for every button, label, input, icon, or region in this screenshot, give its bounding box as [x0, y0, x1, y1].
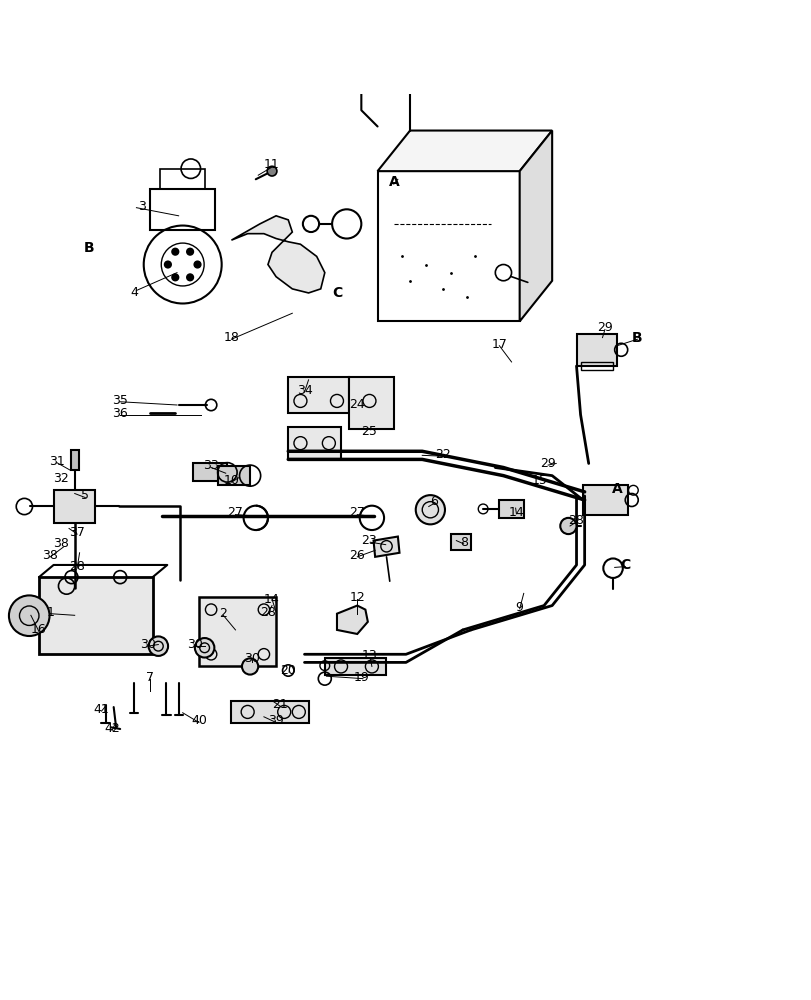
Text: 37: 37 [69, 526, 85, 539]
Text: 14: 14 [264, 593, 280, 606]
Text: 38: 38 [53, 537, 69, 550]
Bar [377, 171, 519, 321]
Circle shape [9, 595, 49, 636]
Text: 25: 25 [361, 425, 377, 438]
Text: C: C [332, 286, 341, 300]
Text: 9: 9 [515, 601, 523, 614]
Text: 33: 33 [203, 459, 219, 472]
Text: B: B [84, 241, 95, 255]
Text: 42: 42 [104, 722, 120, 735]
Polygon shape [231, 216, 324, 293]
Circle shape [194, 261, 200, 268]
Circle shape [187, 248, 193, 255]
Text: 31: 31 [49, 455, 65, 468]
Text: 11: 11 [264, 158, 280, 171]
Bar [39, 577, 152, 654]
Text: 24: 24 [349, 398, 365, 411]
Text: 26: 26 [349, 549, 365, 562]
Text: 29: 29 [539, 457, 556, 470]
Text: 18: 18 [223, 331, 239, 344]
Polygon shape [377, 131, 551, 171]
Text: 6: 6 [430, 495, 438, 508]
Circle shape [267, 166, 277, 176]
Bar [288, 427, 341, 459]
Text: B: B [631, 331, 642, 345]
Circle shape [187, 274, 193, 281]
Polygon shape [373, 537, 399, 557]
Text: 1: 1 [46, 606, 54, 619]
Text: 10: 10 [223, 474, 239, 487]
Text: 36: 36 [112, 407, 128, 420]
Text: 28: 28 [568, 514, 584, 527]
Text: 12: 12 [349, 591, 365, 604]
Circle shape [560, 518, 576, 534]
Text: 2: 2 [219, 607, 227, 620]
Text: C: C [620, 558, 629, 572]
Text: 3: 3 [138, 200, 146, 213]
Text: 8: 8 [459, 536, 467, 549]
Text: A: A [611, 482, 622, 496]
Bar [288, 377, 349, 413]
Circle shape [195, 638, 214, 658]
Bar [217, 466, 250, 485]
Text: 14: 14 [508, 506, 524, 519]
Bar [580, 362, 612, 370]
Bar [160, 169, 205, 189]
Circle shape [165, 261, 171, 268]
Text: 13: 13 [361, 649, 377, 662]
Text: A: A [388, 175, 399, 189]
Circle shape [172, 274, 178, 281]
Bar [150, 189, 215, 230]
Bar [54, 490, 95, 523]
Text: 22: 22 [434, 448, 450, 461]
Text: 41: 41 [93, 703, 109, 716]
Circle shape [415, 495, 444, 524]
Text: 15: 15 [531, 474, 547, 487]
Text: 30: 30 [187, 638, 203, 651]
Text: 17: 17 [491, 338, 507, 351]
Text: 28: 28 [69, 560, 85, 573]
Bar [450, 534, 470, 550]
Polygon shape [519, 131, 551, 321]
Text: 28: 28 [260, 606, 276, 619]
Text: 40: 40 [191, 714, 207, 727]
Circle shape [172, 248, 178, 255]
Text: 21: 21 [272, 698, 288, 711]
Text: 5: 5 [81, 489, 89, 502]
Bar [349, 377, 393, 429]
Polygon shape [324, 658, 385, 675]
Polygon shape [337, 606, 367, 634]
Bar [71, 450, 79, 470]
Text: 34: 34 [296, 384, 312, 397]
Circle shape [148, 636, 168, 656]
Text: 7: 7 [146, 671, 154, 684]
Bar [199, 597, 276, 666]
Text: 29: 29 [596, 321, 612, 334]
Bar [499, 500, 523, 518]
Text: 27: 27 [349, 506, 365, 519]
Bar [582, 485, 627, 515]
Text: 30: 30 [139, 638, 156, 651]
Text: 38: 38 [42, 549, 58, 562]
Text: 19: 19 [353, 671, 369, 684]
Text: 32: 32 [53, 472, 69, 485]
Text: 35: 35 [112, 394, 128, 407]
Text: 4: 4 [130, 286, 138, 299]
Text: 16: 16 [31, 623, 47, 636]
Text: 39: 39 [268, 714, 284, 727]
Text: 27: 27 [227, 506, 243, 519]
Bar [231, 701, 308, 723]
Text: 23: 23 [361, 534, 377, 547]
Text: 30: 30 [243, 652, 260, 665]
Bar [576, 334, 616, 366]
Text: 20: 20 [280, 664, 296, 677]
Circle shape [242, 658, 258, 675]
Bar [193, 463, 227, 481]
